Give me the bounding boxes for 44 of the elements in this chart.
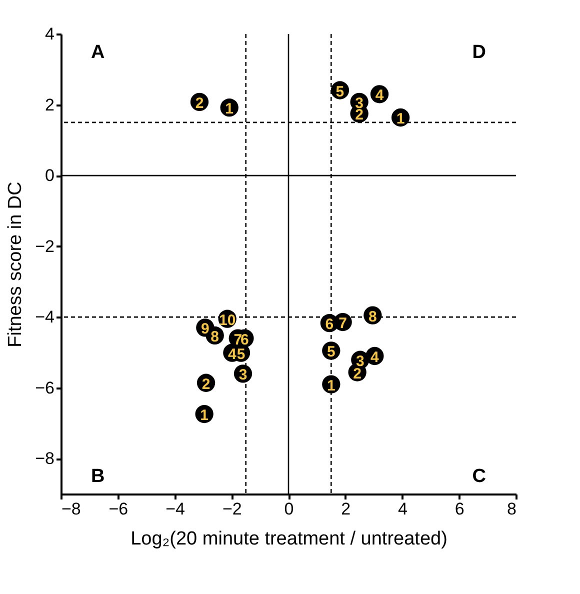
annotation: C — [472, 466, 486, 487]
annotation: 1 — [326, 377, 336, 394]
annotation: 7 — [338, 315, 347, 332]
x-tick-label: −4 — [166, 500, 185, 518]
annotation: 1 — [225, 100, 234, 118]
annotation: 4 — [375, 87, 384, 104]
annotation: 3 — [238, 366, 248, 384]
y-tick-label: 4 — [45, 24, 54, 44]
annotation: A — [91, 42, 105, 63]
annotation: 10 — [219, 312, 236, 329]
annotation: B — [91, 466, 105, 487]
x-tick-label: 8 — [507, 500, 516, 518]
x-tick-label: 4 — [398, 500, 408, 518]
annotation: 8 — [368, 308, 377, 326]
x-tick-label: 0 — [284, 500, 294, 518]
annotation: 5 — [236, 346, 246, 363]
annotation: 7 — [234, 331, 242, 348]
annotation: 2 — [195, 94, 204, 112]
annotation: 5 — [326, 344, 336, 361]
y-tick-label: −6 — [35, 378, 54, 398]
x-tick-label: −6 — [108, 500, 128, 518]
annotation: 4 — [228, 346, 238, 363]
y-tick-label: −4 — [35, 308, 54, 327]
annotation: 8 — [210, 328, 220, 346]
x-axis-title: Log₂(20 minute treatment / untreated) — [130, 528, 448, 550]
x-tick-label: −8 — [62, 500, 81, 518]
annotation: D — [472, 42, 486, 63]
x-tick-label: 6 — [454, 500, 464, 518]
y-tick-label: 0 — [45, 166, 54, 186]
y-tick-label: 2 — [45, 95, 54, 114]
annotation: 4 — [370, 349, 380, 366]
annotation: 9 — [201, 320, 210, 338]
annotation: 5 — [336, 83, 344, 100]
annotation: 6 — [325, 316, 334, 334]
annotation: 2 — [202, 376, 210, 393]
y-tick-label: −8 — [35, 449, 54, 468]
annotation: 2 — [353, 365, 362, 382]
x-tick-label: −2 — [222, 500, 242, 518]
annotation: 1 — [396, 110, 405, 128]
x-tick-label: 2 — [341, 500, 351, 518]
y-axis-title: Fitness score in DC — [5, 182, 26, 348]
annotation: 6 — [240, 331, 249, 348]
annotation: 1 — [200, 407, 208, 424]
y-tick-label: −2 — [35, 236, 54, 256]
